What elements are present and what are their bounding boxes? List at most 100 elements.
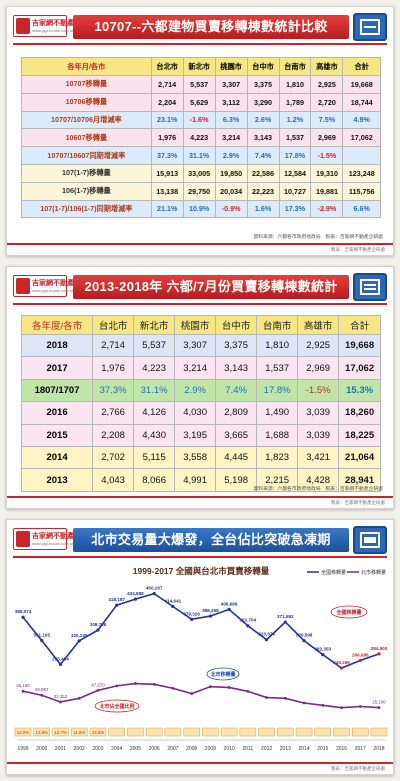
table-cell: 2,969 [310,128,344,148]
share-cell [127,727,144,737]
table-row: 107(1-7)/106(1-7)同期增減率 21.1% 10.9% -0.9% 1.6… [21,199,381,219]
table-cell: 21.1% [150,199,184,219]
header-city: 台南市 [278,57,312,76]
table-cell: 4.9% [342,110,381,130]
row-label: 107(1-7)移轉量 [21,163,152,183]
header-city: 桃園市 [174,315,217,335]
share-cell [108,727,125,737]
table-cell: 19,310 [310,163,344,183]
table-cell: 2,925 [297,333,340,358]
table-cell: 37.3% [150,146,184,165]
point-total [152,591,156,596]
x-tick-label: 2014 [298,746,309,752]
slide-title: 2013-2018年 六都/7月份買賣移轉棟數統計 [73,275,349,299]
table-cell: 22,586 [246,163,280,183]
series-line-taipei [22,682,380,709]
table-cell: 4,030 [174,401,217,425]
point-total [264,638,269,642]
share-cell [370,727,388,737]
point-taipei [171,686,175,690]
divider [13,556,387,558]
point-taipei [283,696,287,700]
header-city: 桃園市 [214,57,248,76]
header-city: 台中市 [215,315,258,335]
legend-label-total: 全國移轉量 [321,569,346,576]
table-cell: 19,668 [342,75,381,94]
header-city: 台北市 [92,315,135,335]
row-label: 106(1-7)移轉量 [21,181,152,201]
point-taipei [134,682,137,685]
data-label-taipei: 46,160 [16,683,30,688]
data-label-total: 406,689 [221,601,238,606]
table-cell: 28,941 [338,468,381,492]
table-cell: 2,208 [92,423,135,447]
divider [13,303,387,305]
slide-1: 吉家網不動產 www.gigi-house.com.tw 10707--六都建物… [6,6,394,256]
point-taipei [59,700,62,704]
data-label-total: 266,086 [352,653,369,658]
slide-3: 吉家網不動產 www.gigi-house.com.tw 北市交易量大爆發，全台… [6,519,394,775]
annotation-taipei: 北市移轉量 [210,671,235,678]
data-label-total: 323,374 [258,632,275,637]
data-label-taipei: 40,997 [35,687,49,692]
table-cell: 19,668 [338,333,381,358]
data-label-total: 321,165 [33,632,50,637]
table-cell: 3,039 [297,401,340,425]
table-cell: 17.8% [256,378,299,403]
table-cell: 1,976 [150,128,184,148]
data-label-total: 414,641 [165,598,182,603]
slide-2: 吉家網不動產 www.gigi-house.com.tw 2013-2018年 … [6,266,394,509]
point-total [377,652,381,656]
row-label: 2018 [20,333,94,358]
data-label-total: 418,187 [108,597,125,602]
share-cell [183,727,200,737]
table-cell: 3,558 [174,445,217,470]
row-label: 10707/10607同期增減率 [21,146,152,165]
point-total [58,662,63,666]
data-label-total: 361,704 [240,618,257,623]
table-cell: 3,143 [215,356,258,380]
share-cell [258,727,275,737]
share-cell [202,727,219,737]
x-tick-label: 1999 [17,746,28,752]
chart-svg: 1999-2017 全國與台北市買賣移轉量 全國移轉量 北市移轉量385,07432… [15,566,388,752]
table-cell: 4,223 [133,356,176,380]
line-chart: 1999-2017 全國與台北市買賣移轉量 全國移轉量 北市移轉量 385,074 32… [7,560,393,760]
table-cell: 10.9% [182,199,216,219]
numeral-one-box-icon [353,13,387,41]
share-cell [89,727,107,737]
table-cell: 2,714 [92,333,135,358]
share-label: 13.5% [92,730,105,735]
table-cell: 17,062 [342,128,381,148]
point-taipei [227,686,231,689]
slide-title: 10707--六都建物買賣移轉棟數統計比較 [73,15,349,39]
table-cell: -1.5% [310,146,344,165]
numeral-two-box-icon [353,273,387,301]
x-tick-label: 2015 [317,746,328,752]
point-total [358,658,362,663]
data-label-total: 245,396 [333,660,350,665]
table-cell: 3,112 [214,92,248,112]
numeral-three-box-icon [353,526,387,554]
table-cell: 115,756 [342,181,381,201]
point-total [302,639,306,643]
table-row: 10707/10607同期增減率 37.3% 31.1% 2.9% 7.4% 17.8% -… [21,146,381,165]
table-row: 1807/1707 37.3% 31.1% 2.9% 7.4% 17.8% -1.5% 15.… [20,378,381,403]
table-cell: 19,881 [310,181,344,201]
table-cell: 2.6% [246,110,280,130]
table-row: 2018 2,714 5,537 3,307 3,375 1,810 2,925 19,668 [20,333,381,358]
point-total [77,639,81,643]
annotation-share: 北市佔全國比例 [99,703,134,710]
table-cell: 4,445 [215,445,258,470]
data-label-total: 255,494 [52,656,69,661]
data-label-total: 284,500 [371,646,388,651]
x-tick-label: 2009 [205,746,216,752]
series-line-total [22,592,380,669]
point-taipei [152,682,156,686]
header-label: 各年月/各市 [21,57,152,76]
chart-title: 1999-2017 全國與台北市買賣移轉量 [133,566,270,576]
header-city: 台中市 [246,57,280,76]
table-cell: 3,307 [214,75,248,94]
table-row: 2017 1,976 4,223 3,214 3,143 1,537 2,969 17,062 [20,356,381,380]
share-label: 11.6% [73,730,85,735]
